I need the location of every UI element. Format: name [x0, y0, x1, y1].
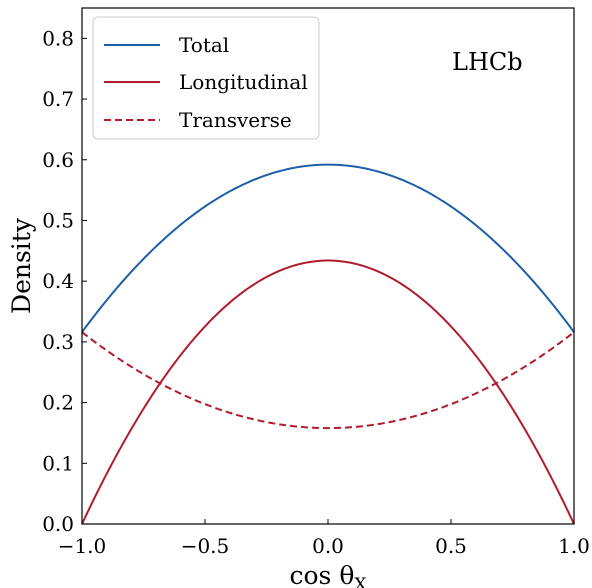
legend-label-total: Total	[179, 33, 229, 57]
x-tick-label: 1.0	[558, 534, 590, 558]
y-tick-label: 0.8	[42, 26, 74, 50]
x-axis-label: cos θX	[290, 561, 368, 588]
x-tick-label: 0.0	[312, 534, 344, 558]
series-line-longitudinal	[81, 259, 575, 525]
lhcb-label: LHCb	[452, 48, 523, 76]
series-layer	[81, 163, 575, 525]
y-tick-label: 0.2	[42, 391, 74, 415]
y-tick-label: 0.3	[42, 330, 74, 354]
legend-label-transverse: Transverse	[179, 108, 292, 132]
y-tick-label: 0.7	[42, 87, 74, 111]
legend-box	[92, 16, 320, 140]
x-axis-label-sub: X	[354, 575, 367, 588]
y-tick-label: 0.5	[42, 208, 74, 232]
legend: Total Longitudinal Transverse	[92, 16, 320, 140]
x-axis-label-main: cos θ	[290, 561, 355, 588]
x-tick-label: −1.0	[58, 534, 107, 558]
y-axis-label: Density	[7, 217, 36, 314]
y-tick-label: 0.1	[42, 451, 74, 475]
y-tick-label: 0.4	[42, 269, 74, 293]
series-line-total	[81, 163, 575, 333]
x-tick-label: 0.5	[435, 534, 467, 558]
ticks-layer: −1.0 −0.5 0.0 0.5 1.0 0.0 0.1 0.2 0.3 0.4 0.5 0.6 0.…	[42, 26, 590, 558]
series-line-transverse	[81, 331, 575, 430]
x-tick-label: −0.5	[181, 534, 230, 558]
y-tick-label: 0.6	[42, 148, 74, 172]
legend-label-longitudinal: Longitudinal	[179, 70, 308, 94]
y-tick-label: 0.0	[42, 512, 74, 536]
